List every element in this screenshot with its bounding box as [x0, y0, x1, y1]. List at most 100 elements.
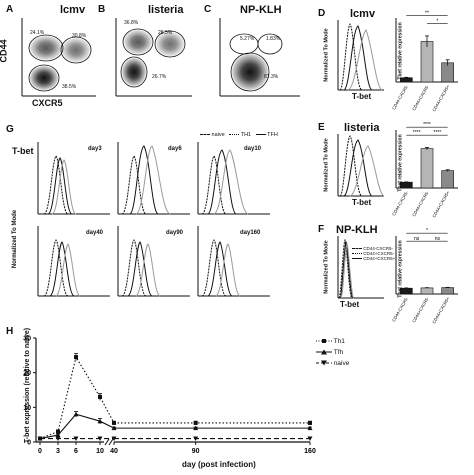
h-series-th1 [38, 353, 312, 441]
significance-label: ** [425, 10, 429, 16]
gate-b-3: 26.7% [152, 74, 167, 80]
h-ytick-label: 10 [23, 405, 31, 412]
gate-a-1: 24.1% [30, 30, 45, 36]
h-point-naive [307, 436, 313, 442]
h-point-tfh [55, 432, 61, 438]
panel-letter-a: A [6, 4, 14, 15]
legend-g-item-1: naive [200, 132, 225, 138]
h-point-th1 [112, 420, 116, 425]
gate-c-3: 81.3% [264, 74, 279, 80]
legend-h-tfh: Tfh [316, 347, 349, 358]
panel-letter-b: B [98, 4, 106, 15]
panel-letter-e: E [318, 122, 325, 133]
flow-plot-a [21, 18, 96, 97]
h-xtick-label: 160 [304, 448, 316, 455]
significance-label: * [426, 228, 428, 234]
g-histogram-grid [37, 142, 270, 297]
legend-h-naive: naive [316, 358, 349, 369]
g-hist-day40 [37, 226, 110, 297]
h-point-naive [97, 436, 103, 442]
h-point-th1 [56, 429, 60, 434]
h-point-naive [193, 436, 199, 442]
h-point-th1 [193, 420, 198, 425]
g-hist-day6 [117, 142, 190, 215]
gate-c-1: 5.27% [240, 36, 255, 42]
cxcr5-axis-label: CXCR5 [32, 98, 63, 108]
gate-c-2: 1.83% [266, 36, 281, 42]
histogram-d [337, 20, 384, 91]
legend-f-item-2: CD44+CXCR5- [352, 251, 395, 256]
legend-f-item-3: CD44+CXCR5+ [352, 256, 395, 261]
flow-plot-c [219, 18, 300, 97]
panel-letter-f: F [318, 224, 325, 235]
h-series-tfh [37, 411, 313, 441]
h-point-naive [111, 436, 117, 442]
significance-label: **** [423, 122, 431, 128]
panel-letter-h: H [6, 326, 14, 337]
panel-letter-c: C [204, 4, 212, 15]
h-xtick-label: 0 [38, 448, 42, 455]
panel-title-a: lcmv [60, 4, 86, 16]
legend-g-item-2: TH1 [229, 132, 251, 138]
significance-label: **** [413, 130, 421, 136]
def-histograms [337, 20, 385, 299]
panel-title-b: listeria [148, 4, 184, 16]
h-xtick-label: 90 [192, 448, 200, 455]
significance-label: ns [414, 236, 420, 242]
g-hist-day3 [37, 142, 110, 215]
gate-b-2: 28.5% [158, 30, 173, 36]
panel-title-d: lcmv [350, 8, 376, 20]
panel-title-f: NP-KLH [336, 224, 378, 236]
h-ytick-label: 0 [27, 440, 31, 447]
g-day-label-4: day40 [86, 230, 104, 236]
flow-plot-b [115, 18, 192, 97]
h-point-tfh [307, 425, 313, 431]
h-xtick-label: 3 [56, 448, 60, 455]
gate-a-2: 30.8% [72, 33, 87, 39]
e-xlabel: T-bet [352, 198, 372, 207]
h-series-naive [37, 436, 313, 442]
h-xtick-label: 6 [74, 448, 78, 455]
g-day-label-6: day160 [240, 230, 261, 236]
g-hist-day160 [197, 226, 270, 297]
h-xtick-label: 40 [110, 448, 118, 455]
legend-g-item-3: TFH [255, 132, 278, 138]
h-point-naive [37, 436, 43, 442]
histogram-f [337, 236, 384, 299]
h-point-th1 [308, 420, 312, 425]
gate-a-3: 38.5% [62, 84, 77, 90]
h-point-tfh [193, 425, 199, 431]
h-xlabel: day (post infection) [182, 460, 256, 469]
gate-b-1: 36.8% [124, 20, 139, 26]
h-series-line-left [39, 355, 115, 440]
flow-plots [21, 18, 300, 97]
h-ytick-label: 30 [23, 336, 31, 343]
legend-h: Th1 Tfh naive [316, 336, 349, 369]
significance-label: **** [433, 130, 441, 136]
legend-f: CD44-CXCR5- CD44+CXCR5- CD44+CXCR5+ [352, 246, 395, 261]
panel-title-e: listeria [344, 122, 380, 134]
panel-letter-g: G [6, 124, 14, 135]
legend-f-item-1: CD44-CXCR5- [352, 246, 395, 251]
histogram-e [337, 134, 385, 197]
g-day-label-2: day6 [168, 146, 182, 152]
h-point-th1 [74, 355, 78, 360]
h-point-tfh [73, 411, 79, 417]
significance-label: ns [435, 236, 441, 242]
f-xlabel: T-bet [340, 300, 360, 309]
g-day-label-3: day10 [244, 146, 262, 152]
g-day-label-5: day90 [166, 230, 184, 236]
h-point-tfh [97, 418, 103, 424]
panel-title-c: NP-KLH [240, 4, 282, 16]
h-point-th1 [98, 394, 102, 399]
significance-label: * [436, 18, 438, 24]
g-hist-day10 [197, 142, 270, 215]
panel-letter-d: D [318, 8, 326, 19]
g-hist-day90 [117, 226, 190, 297]
h-xtick-label: 10 [96, 448, 104, 455]
h-series-line-left [39, 413, 115, 440]
h-axis-break [104, 438, 110, 446]
h-point-naive [55, 436, 61, 442]
g-day-label-1: day3 [88, 146, 102, 152]
